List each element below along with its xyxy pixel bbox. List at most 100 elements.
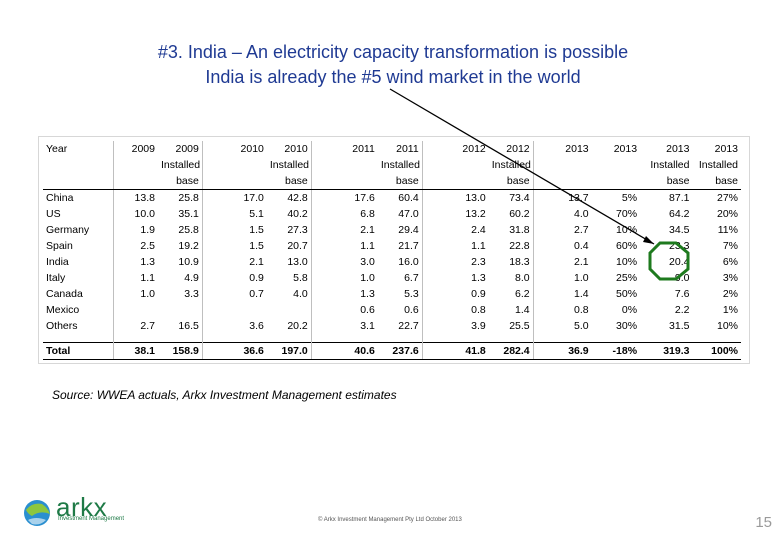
header-cell: Installed: [266, 157, 312, 173]
table-cell: 50%: [616, 288, 638, 300]
table-cell: 10%: [616, 224, 638, 236]
table-cell: 6.8: [310, 206, 378, 222]
header-cell: Installed: [488, 157, 534, 173]
row-country: India: [46, 256, 69, 268]
table-cell: 60%: [616, 240, 638, 252]
title-line-2: India is already the #5 wind market in t…: [205, 67, 581, 87]
table-cell: 5%: [621, 192, 638, 204]
page-number: 15: [755, 514, 772, 531]
header-cell: [113, 157, 158, 173]
header-year-cell: 2009: [113, 141, 158, 157]
table-cell: 18.3: [509, 256, 530, 268]
table-cell: 3.3: [184, 288, 199, 300]
table-cell: 6.7: [404, 272, 419, 284]
table-cell: 2.1: [310, 222, 378, 238]
table-cell: 2.2: [674, 304, 690, 316]
table-cell: 47.0: [398, 208, 419, 220]
header-cell: [532, 173, 592, 190]
row-country: Germany: [46, 224, 90, 236]
table-cell: 73.4: [509, 192, 530, 204]
table-cell: [201, 302, 267, 318]
spacer-cell: [158, 334, 202, 343]
total-cell: 100%: [692, 342, 741, 360]
header-year-cell: 2010: [266, 141, 312, 157]
spacer-cell: [201, 334, 267, 343]
table-cell: 1.3: [421, 270, 489, 286]
row-country: Canada: [46, 288, 83, 300]
table-cell: 1.3: [310, 286, 378, 302]
header-cell: base: [377, 173, 423, 190]
header-cell: [421, 173, 489, 190]
header-year-cell: 2013: [532, 141, 592, 157]
table-cell: 20.4: [669, 256, 690, 268]
spacer-cell: [310, 334, 378, 343]
table-cell: 13.8: [113, 189, 158, 206]
table-cell: 27%: [716, 192, 738, 204]
table-cell: 13.2: [421, 206, 489, 222]
table-cell: 0.9: [421, 286, 489, 302]
table-cell: 0.9: [201, 270, 267, 286]
table-cell: 17.0: [201, 189, 267, 206]
table-cell: 0%: [621, 304, 638, 316]
table-cell: 40.2: [287, 208, 308, 220]
row-country: US: [46, 208, 61, 220]
table-cell: 70%: [616, 208, 638, 220]
table-cell: 23.3: [669, 240, 690, 252]
table-cell: 29.4: [398, 224, 419, 236]
table-cell: 16.0: [398, 256, 419, 268]
table-cell: 0.8: [421, 302, 489, 318]
table-row: Italy 1.1 4.9 0.9 5.8 1.0 6.7 1.3 8.0 1.0 25% 9.0 3%: [43, 270, 741, 286]
total-cell: 319.3: [640, 342, 693, 360]
header-year-cell: 2013: [591, 141, 641, 157]
table-cell: 64.2: [669, 208, 690, 220]
source-note: Source: WWEA actuals, Arkx Investment Ma…: [52, 388, 397, 402]
table-cell: 60.2: [509, 208, 530, 220]
table-cell: 2%: [722, 288, 738, 300]
row-country: Others: [46, 320, 78, 332]
table-cell: 0.7: [201, 286, 267, 302]
wind-capacity-table-panel: Year 2009 2009 2010 2010 2011 2011 2012 2012 2013…: [38, 136, 750, 364]
table-cell: 8.0: [515, 272, 530, 284]
header-cell: Installed: [377, 157, 423, 173]
slide-title: #3. India – An electricity capacity tran…: [0, 40, 780, 90]
table-cell: 20%: [716, 208, 738, 220]
total-cell: 237.6: [377, 342, 423, 360]
table-cell: 87.1: [669, 192, 690, 204]
row-country: China: [46, 192, 74, 204]
table-cell: 2.4: [421, 222, 489, 238]
table-cell: 2.7: [113, 318, 158, 334]
table-cell: [113, 302, 158, 318]
table-cell: 25.8: [178, 192, 199, 204]
total-cell: 197.0: [266, 342, 312, 360]
table-cell: 21.7: [398, 240, 419, 252]
table-cell: 10.9: [178, 256, 199, 268]
table-row: India 1.3 10.9 2.1 13.0 3.0 16.0 2.3 18.3 2.1 10% 2…: [43, 254, 741, 270]
total-cell: -18%: [591, 342, 641, 360]
table-cell: 3%: [722, 272, 738, 284]
table-row: Germany 1.9 25.8 1.5 27.3 2.1 29.4 2.4 31.8 2.7 10…: [43, 222, 741, 238]
table-cell: 7.6: [674, 288, 690, 300]
table-cell: 5.3: [404, 288, 419, 300]
table-cell: 1.1: [310, 238, 378, 254]
header-cell: [591, 173, 641, 190]
table-cell: 2.5: [113, 238, 158, 254]
table-cell: 25.8: [178, 224, 199, 236]
table-cell: 25%: [616, 272, 638, 284]
table-row: Spain 2.5 19.2 1.5 20.7 1.1 21.7 1.1 22.8 0.4 60% 2…: [43, 238, 741, 254]
table-cell: 2.7: [532, 222, 592, 238]
spacer-cell: [421, 334, 489, 343]
header-cell: Installed: [640, 157, 693, 173]
table-cell: 3.0: [310, 254, 378, 270]
table-cell: 2.1: [532, 254, 592, 270]
table-cell: 1%: [722, 304, 738, 316]
table-cell: 11%: [717, 224, 738, 236]
spacer-cell: [378, 334, 422, 343]
row-country: Mexico: [46, 304, 80, 316]
table-cell: 4.0: [532, 206, 592, 222]
header-year-cell: 2009: [157, 141, 203, 157]
total-cell: 38.1: [113, 342, 158, 360]
spacer-cell: [592, 334, 640, 343]
table-cell: 13.0: [421, 189, 489, 206]
globe-icon: [24, 500, 50, 526]
table-cell: 5.1: [201, 206, 267, 222]
